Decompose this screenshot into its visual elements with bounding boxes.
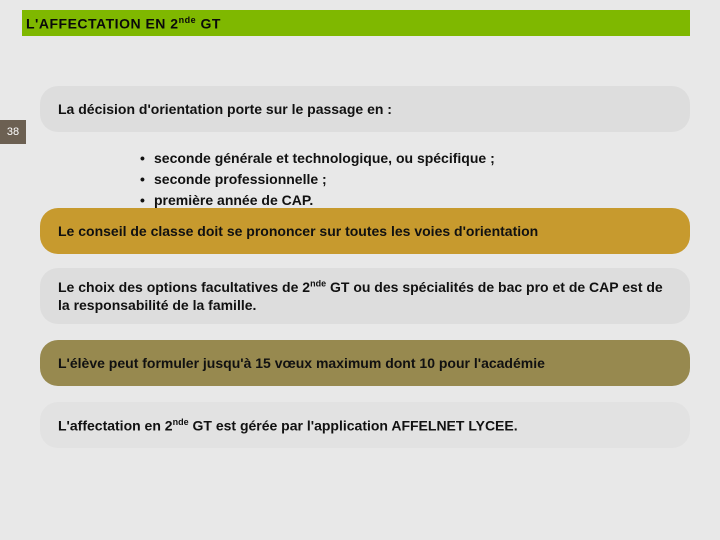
bullet-text: seconde professionnelle ; [154,169,327,190]
title-sup: nde [179,15,197,25]
list-item: •seconde professionnelle ; [140,169,495,190]
info-box-wishes: L'élève peut formuler jusqu'à 15 vœux ma… [40,340,690,386]
bullet-list: •seconde générale et technologique, ou s… [140,148,495,211]
page-number-badge: 38 [0,120,26,144]
info-text: L'affectation en 2nde GT est gérée par l… [58,417,518,434]
title-bar: L'AFFECTATION EN 2nde GT [22,10,690,36]
title-suffix: GT [196,15,221,31]
bullet-icon: • [140,148,154,169]
title-prefix: L'AFFECTATION EN 2 [26,15,179,31]
page-number: 38 [7,126,19,138]
slide-title: L'AFFECTATION EN 2nde GT [26,15,221,32]
heading-text: La décision d'orientation porte sur le p… [58,101,392,117]
list-item: •seconde générale et technologique, ou s… [140,148,495,169]
bullet-text: seconde générale et technologique, ou sp… [154,148,495,169]
info-box-council: Le conseil de classe doit se prononcer s… [40,208,690,254]
heading-box: La décision d'orientation porte sur le p… [40,86,690,132]
info-box-options: Le choix des options facultatives de 2nd… [40,268,690,324]
info-text: Le conseil de classe doit se prononcer s… [58,223,538,239]
info-text: Le choix des options facultatives de 2nd… [58,279,663,313]
info-box-affelnet: L'affectation en 2nde GT est gérée par l… [40,402,690,448]
bullet-icon: • [140,169,154,190]
info-text: L'élève peut formuler jusqu'à 15 vœux ma… [58,355,545,371]
